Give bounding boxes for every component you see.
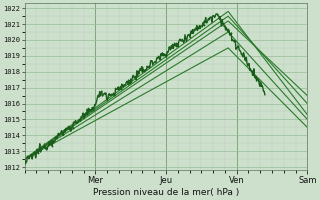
X-axis label: Pression niveau de la mer( hPa ): Pression niveau de la mer( hPa ): [93, 188, 239, 197]
